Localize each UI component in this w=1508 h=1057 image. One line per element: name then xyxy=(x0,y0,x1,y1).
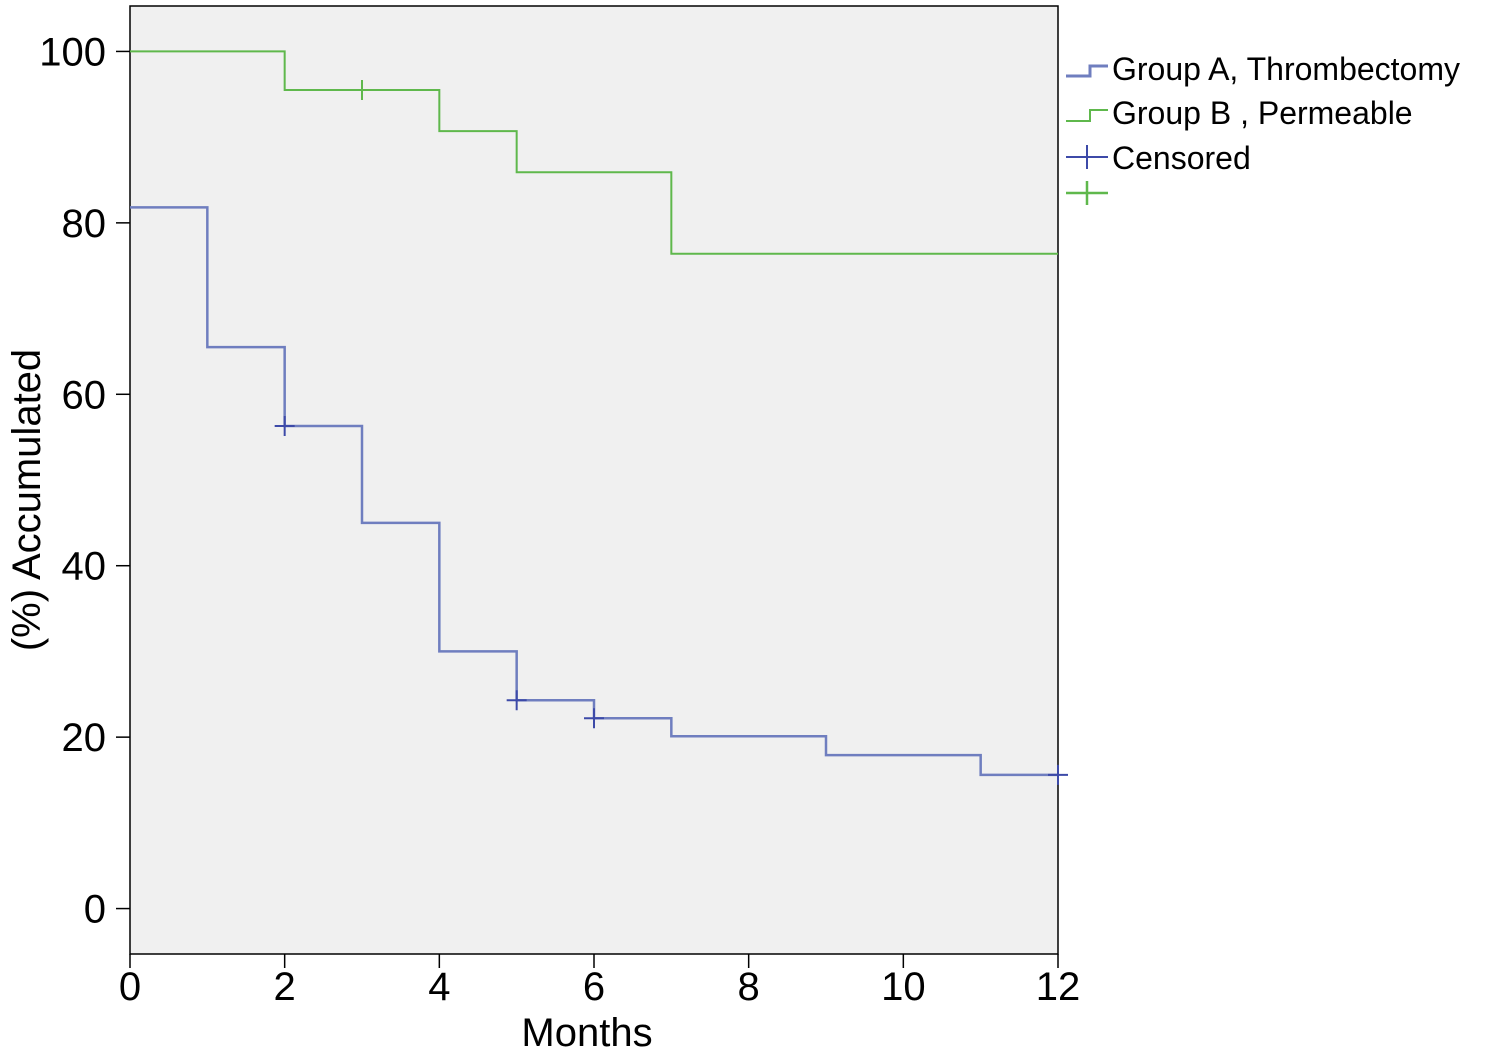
censor-mark xyxy=(352,80,372,100)
y-axis-title: (%) Accumulated xyxy=(5,349,49,651)
series-line-group-b xyxy=(130,50,1058,255)
y-tick-label: 20 xyxy=(62,716,107,760)
axes-layer: 0 20 40 60 80 100 0 2 4 6 8 10 12 xyxy=(39,30,1080,1009)
series-line-group-a xyxy=(130,206,1058,777)
legend-label-group-b: Group B , Permeable xyxy=(1112,95,1413,131)
x-tick-label: 6 xyxy=(583,965,605,1009)
censor-mark xyxy=(506,690,527,711)
legend-item-group-a: Group A, Thrombectomy xyxy=(1066,51,1460,87)
legend-item-group-b: Group B , Permeable xyxy=(1066,95,1413,131)
y-tick-label: 0 xyxy=(84,888,106,932)
legend-label-censored: Censored xyxy=(1112,140,1251,176)
censored-cross-green-icon xyxy=(1066,181,1108,205)
legend-item-censored: Censored xyxy=(1066,140,1251,176)
x-tick-label: 12 xyxy=(1036,965,1081,1009)
x-tick-label: 0 xyxy=(119,965,141,1009)
y-tick-label: 100 xyxy=(39,30,106,74)
legend-step-icon-group-b xyxy=(1066,109,1108,122)
x-tick-label: 4 xyxy=(428,965,450,1009)
censored-cross-icon xyxy=(1066,145,1108,169)
legend-item-censored-green xyxy=(1066,181,1108,205)
y-tick-label: 60 xyxy=(62,373,107,417)
legend-label-group-a: Group A, Thrombectomy xyxy=(1112,51,1460,87)
series-layer xyxy=(130,50,1068,785)
x-tick-label: 10 xyxy=(881,965,926,1009)
x-axis-title: Months xyxy=(521,1011,652,1055)
censor-mark xyxy=(1048,764,1068,785)
legend-step-icon-group-a xyxy=(1066,64,1108,78)
x-tick-label: 2 xyxy=(274,965,296,1009)
censor-mark xyxy=(584,708,604,729)
censor-mark xyxy=(274,416,295,436)
legend: Group A, Thrombectomy Group B , Permeabl… xyxy=(1066,51,1460,205)
y-tick-label: 80 xyxy=(62,202,107,246)
y-tick-label: 40 xyxy=(62,545,107,589)
x-tick-label: 8 xyxy=(738,965,760,1009)
plot-area xyxy=(129,5,1059,955)
